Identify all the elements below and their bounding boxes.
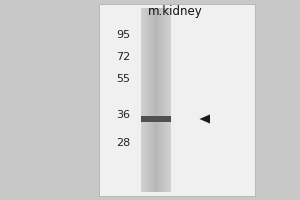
Bar xyxy=(170,8,171,192)
Bar xyxy=(156,8,157,192)
Text: 36: 36 xyxy=(116,110,130,120)
Bar xyxy=(143,8,144,192)
Bar xyxy=(153,8,154,192)
Bar xyxy=(150,8,151,192)
Bar xyxy=(145,8,146,192)
Bar xyxy=(165,8,166,192)
Bar xyxy=(141,8,142,192)
Bar xyxy=(155,8,156,192)
Bar xyxy=(163,8,164,192)
Bar xyxy=(157,8,158,192)
Bar xyxy=(167,8,168,192)
Bar xyxy=(154,8,155,192)
Bar xyxy=(148,8,149,192)
Bar xyxy=(141,116,171,122)
Text: 55: 55 xyxy=(116,74,130,84)
Bar xyxy=(162,8,163,192)
Bar xyxy=(99,4,255,196)
Bar xyxy=(166,8,167,192)
Bar xyxy=(160,8,161,192)
Text: 28: 28 xyxy=(116,138,130,148)
Polygon shape xyxy=(200,114,210,124)
Bar xyxy=(152,8,153,192)
Bar xyxy=(159,8,160,192)
Bar xyxy=(169,8,170,192)
Text: m.kidney: m.kidney xyxy=(148,4,203,18)
Bar xyxy=(147,8,148,192)
Bar xyxy=(149,8,150,192)
Bar xyxy=(144,8,145,192)
Bar xyxy=(161,8,162,192)
Text: 72: 72 xyxy=(116,52,130,62)
Bar xyxy=(151,8,152,192)
Text: 95: 95 xyxy=(116,30,130,40)
Bar xyxy=(158,8,159,192)
Bar xyxy=(164,8,165,192)
Bar xyxy=(146,8,147,192)
Bar xyxy=(168,8,169,192)
Bar xyxy=(142,8,143,192)
